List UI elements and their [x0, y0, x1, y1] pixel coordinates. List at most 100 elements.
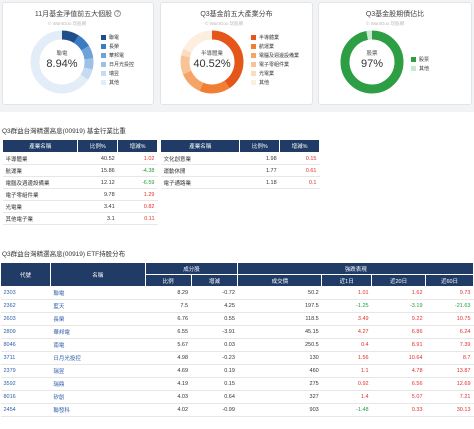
donut-center-label: 聯電	[56, 51, 68, 57]
cell-d20: 8.91	[371, 338, 426, 352]
table-row[interactable]: 航運業 15.86 -4.38	[2, 164, 158, 177]
stock-name-link[interactable]: 藍天	[50, 299, 146, 313]
table-row[interactable]: 2454 聯發科 4.02 -0.99 903 -1.48 0.33 30.13	[0, 403, 474, 417]
donut-slice[interactable]	[180, 30, 244, 94]
stock-code-link[interactable]: 2603	[0, 312, 51, 326]
table-row[interactable]: 8016 矽創 4.03 0.64 327 1.4 5.07 7.21	[0, 390, 474, 404]
stock-name-link[interactable]: 瑞昱	[50, 364, 146, 378]
header-change[interactable]: 增減%	[117, 139, 158, 153]
cell-price: 250.5	[237, 338, 322, 352]
legend-item[interactable]: 電腦及週邊設備業	[251, 51, 299, 60]
cell-d1: 1.01	[321, 286, 372, 300]
table-row[interactable]: 2303 聯電 8.29 -0.72 50.2 1.01 1.62 9.73	[0, 286, 474, 300]
stock-name-link[interactable]: 瑞鼎	[50, 377, 146, 391]
table-row[interactable]: 2362 藍天 7.5 4.25 197.5 -1.25 -3.19 -21.63	[0, 299, 474, 313]
stock-name-link[interactable]: 華邦電	[50, 325, 146, 339]
legend-label: 其他	[259, 80, 270, 86]
table-row[interactable]: 半導體業 40.52 1.02	[2, 152, 158, 165]
header-industry-name[interactable]: 產業名稱	[159, 139, 241, 153]
header-ratio[interactable]: 比例%	[239, 139, 281, 153]
cell-change: 0.11	[117, 212, 158, 225]
table-row[interactable]: 3711 日月光投控 4.98 -0.23 130 1.56 10.64 8.7	[0, 351, 474, 365]
stock-code-link[interactable]: 2362	[0, 299, 51, 313]
cell-change: -0.72	[191, 286, 238, 300]
cell-change: 0.82	[117, 200, 158, 213]
legend-item[interactable]: 其他	[251, 78, 299, 87]
cell-change: -4.38	[117, 164, 158, 177]
legend-item[interactable]: 其他	[411, 64, 429, 73]
cell-ratio: 5.67	[145, 338, 192, 352]
cell-ratio: 1.98	[239, 152, 280, 165]
stock-code-link[interactable]: 8016	[0, 390, 51, 404]
header-20d[interactable]: 近20日	[371, 274, 427, 287]
legend-item[interactable]: 長榮	[101, 42, 134, 51]
table-row[interactable]: 文化創意業 1.98 0.15	[160, 152, 320, 165]
cell-d60: 6.24	[425, 325, 474, 339]
header-price[interactable]: 成交價	[237, 274, 323, 287]
stock-code-link[interactable]: 8046	[0, 338, 51, 352]
asset-allocation-card: Q3基金股期債佔比 © WantGoo 玩股網 股票 97% 股票 其他	[318, 2, 472, 105]
cell-ratio: 15.86	[77, 164, 118, 177]
legend-item[interactable]: 瑞昱	[101, 69, 134, 78]
header-change[interactable]: 增減	[190, 274, 239, 287]
stock-name-link[interactable]: 長榮	[50, 312, 146, 326]
table-row[interactable]: 運動休閒 1.77 0.61	[160, 164, 320, 177]
top-holdings-card: 11月基金淨值前五大個股? © WantGoo 玩股網 聯電 8.94% 聯電長…	[2, 2, 154, 105]
stock-name-link[interactable]: 日月光投控	[50, 351, 146, 365]
cell-name: 航運業	[2, 164, 78, 177]
legend-item[interactable]: 光電業	[251, 69, 299, 78]
stock-code-link[interactable]: 2809	[0, 325, 51, 339]
donut-slice[interactable]	[340, 30, 404, 94]
header-industry-name[interactable]: 產業名稱	[1, 139, 79, 153]
legend-item[interactable]: 半導體業	[251, 33, 299, 42]
table-row[interactable]: 電子通路業 1.18 0.1	[160, 176, 320, 189]
header-code[interactable]: 代號	[0, 262, 51, 287]
cell-ratio: 3.41	[77, 200, 118, 213]
legend-item[interactable]: 日月光投控	[101, 60, 134, 69]
stock-name-link[interactable]: 南電	[50, 338, 146, 352]
stock-code-link[interactable]: 2303	[0, 286, 51, 300]
stock-code-link[interactable]: 2379	[0, 364, 51, 378]
table-row[interactable]: 電腦及週邊設備業 12.12 -6.59	[2, 176, 158, 189]
table-row[interactable]: 2809 華邦電 6.55 -3.91 45.15 4.27 6.86 6.24	[0, 325, 474, 339]
table-row[interactable]: 電子零組件業 9.78 1.29	[2, 188, 158, 201]
table-row[interactable]: 光電業 3.41 0.82	[2, 200, 158, 213]
watermark: © WantGoo 玩股網	[366, 21, 405, 26]
legend-swatch	[411, 66, 416, 71]
table-row[interactable]: 其他電子業 3.1 0.11	[2, 212, 158, 225]
header-performance-group: 強跌表現	[237, 262, 474, 275]
legend-item[interactable]: 股票	[411, 55, 429, 64]
header-name[interactable]: 名稱	[49, 262, 146, 287]
header-60d[interactable]: 近60日	[425, 274, 474, 287]
stock-code-link[interactable]: 3592	[0, 377, 51, 391]
cell-change: 0.61	[279, 164, 320, 177]
donut-slice[interactable]	[30, 30, 94, 94]
header-1d[interactable]: 近1日	[321, 274, 373, 287]
donut-slice[interactable]	[180, 30, 244, 94]
legend-item[interactable]: 其他	[101, 78, 134, 87]
table-row[interactable]: 2603 長榮 6.76 0.55 118.5 3.49 9.22 10.75	[0, 312, 474, 326]
help-icon[interactable]: ?	[114, 10, 122, 17]
stock-name-link[interactable]: 聯電	[50, 286, 146, 300]
legend-item[interactable]: 電子零組件業	[251, 60, 299, 69]
stock-code-link[interactable]: 2454	[0, 403, 51, 417]
donut-slice[interactable]	[180, 30, 244, 94]
legend-item[interactable]: 華邦電	[101, 51, 134, 60]
table-row[interactable]: 2379 瑞昱 4.69 0.19 460 1.1 4.78 13.87	[0, 364, 474, 378]
legend-item[interactable]: 航運業	[251, 42, 299, 51]
legend-label: 光電業	[259, 71, 275, 77]
header-ratio[interactable]: 比例%	[77, 139, 119, 153]
table-row[interactable]: 8046 南電 5.67 0.03 250.5 0.4 8.91 7.39	[0, 338, 474, 352]
cell-name: 電子零組件業	[2, 188, 78, 201]
cell-price: 460	[237, 364, 322, 378]
stock-code-link[interactable]: 3711	[0, 351, 51, 365]
legend-item[interactable]: 聯電	[101, 33, 134, 42]
header-ratio[interactable]: 比例	[144, 274, 192, 287]
stock-name-link[interactable]: 矽創	[50, 390, 146, 404]
top-holdings-donut	[30, 30, 94, 94]
donut-slice[interactable]	[30, 30, 94, 94]
cell-d20: 6.86	[371, 325, 426, 339]
stock-name-link[interactable]: 聯發科	[50, 403, 146, 417]
table-row[interactable]: 3592 瑞鼎 4.19 0.15 275 0.92 6.56 12.69	[0, 377, 474, 391]
header-change[interactable]: 增減%	[279, 139, 320, 153]
